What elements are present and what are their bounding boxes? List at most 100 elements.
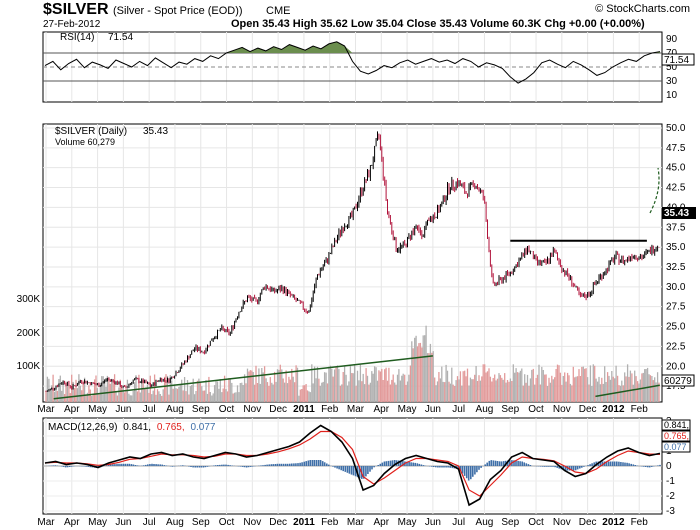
macd-tick-label: 0 — [666, 461, 672, 472]
rsi-axis: 9070503010 — [666, 34, 678, 101]
month-label: Dec — [269, 517, 287, 528]
macd-month-axis: Mar Apr May Jun Jul Aug Sep Oct Nov Dec 2011 Feb Mar… — [37, 517, 648, 528]
macd-legend-signal: 0.765, — [157, 422, 185, 433]
price-grid — [43, 124, 662, 402]
price-tick-label: 50.0 — [666, 123, 686, 134]
month-label: May — [398, 404, 417, 415]
price-tick-label: 22.5 — [666, 341, 686, 352]
rsi-value-label: 71.54 — [664, 55, 689, 66]
month-label: Apr — [64, 517, 80, 528]
rsi-tick-label: 30 — [666, 76, 678, 87]
trendlines — [53, 239, 660, 400]
price-value-box — [662, 207, 696, 219]
macd-signal-line — [44, 430, 661, 497]
macd-line — [44, 424, 661, 507]
chart-symbol: $SILVER — [43, 1, 109, 18]
trendline-lower-trend-1 — [53, 355, 433, 400]
rsi-panel: 9070503010 RSI(14) 71.54 71.54 — [42, 31, 695, 103]
macd-value-box — [661, 419, 691, 431]
signal-value-box — [661, 430, 691, 442]
month-label: Apr — [374, 517, 390, 528]
trendline-lower-trend-2 — [595, 384, 660, 398]
rsi-value-box — [661, 53, 695, 66]
macd-legend-macd: 0.841, — [123, 422, 151, 433]
month-label: Aug — [166, 517, 184, 528]
macd-tick-label: -3 — [666, 506, 675, 517]
volume-value-label: 60279 — [664, 376, 692, 387]
month-label: Nov — [243, 404, 261, 415]
rsi-tick-label: 90 — [666, 34, 678, 45]
signal-value-label: 0.765, — [664, 431, 689, 441]
price-tick-label: 42.5 — [666, 183, 686, 194]
month-label: Mar — [347, 404, 365, 415]
macd-tick-label: -2 — [666, 491, 675, 502]
price-tick-label: 17.5 — [666, 381, 686, 392]
month-label: May — [88, 517, 107, 528]
volume-axis: 300K 200K 100K — [17, 294, 41, 372]
month-label: Oct — [528, 404, 544, 415]
price-legend-value: 35.43 — [143, 126, 168, 137]
macd-legend: MACD(12,26,9) 0.841, 0.765, 0.077 — [48, 422, 216, 433]
price-tick-label: 20.0 — [666, 361, 686, 372]
month-label: Oct — [528, 517, 544, 528]
month-label: Mar — [37, 404, 55, 415]
month-label: Dec — [579, 404, 597, 415]
rsi-legend: RSI(14) — [60, 32, 94, 43]
volume-value-box — [661, 374, 695, 387]
watermark: © StockCharts.com — [595, 3, 690, 15]
volume-tick-label: 100K — [17, 361, 41, 372]
month-label: 2011 — [293, 404, 315, 415]
month-label: Sep — [192, 404, 210, 415]
month-label: Nov — [553, 404, 571, 415]
month-label: Feb — [321, 404, 339, 415]
month-label: Mar — [347, 517, 365, 528]
month-label: Feb — [321, 517, 339, 528]
month-label: May — [398, 517, 417, 528]
price-tick-label: 32.5 — [666, 262, 686, 273]
price-value-label: 35.43 — [664, 208, 689, 219]
month-label: Jul — [143, 404, 156, 415]
month-label: Aug — [476, 404, 494, 415]
rsi-legend-value: 71.54 — [108, 32, 133, 43]
volume-tick-label: 300K — [17, 294, 41, 305]
price-tick-label: 27.5 — [666, 302, 686, 313]
month-label: Aug — [166, 404, 184, 415]
volume-tick-label: 200K — [17, 328, 41, 339]
price-tick-label: 30.0 — [666, 282, 686, 293]
price-legend: $SILVER (Daily) — [55, 126, 127, 137]
price-tick-label: 37.5 — [666, 222, 686, 233]
price-tick-label: 47.5 — [666, 143, 686, 154]
price-candles — [45, 131, 660, 392]
month-label: Jun — [425, 404, 441, 415]
month-label: Jun — [115, 517, 131, 528]
macd-legend-hist: 0.077 — [190, 422, 215, 433]
month-label: Nov — [243, 517, 261, 528]
month-label: Feb — [631, 517, 649, 528]
macd-panel: 3210-1-2-3 MACD(12,26,9) 0.841, 0.765, 0… — [42, 416, 691, 517]
hist-value-label: 0.077 — [664, 442, 687, 452]
month-label: Dec — [269, 404, 287, 415]
rsi-line — [44, 41, 661, 84]
month-label: Oct — [219, 404, 235, 415]
hist-value-box — [661, 441, 691, 453]
projection-arrow — [649, 167, 660, 214]
month-label: 2012 — [602, 517, 625, 528]
price-tick-label: 45.0 — [666, 163, 686, 174]
month-label: Apr — [64, 404, 80, 415]
month-label: Apr — [374, 404, 390, 415]
month-label: Jul — [452, 517, 465, 528]
macd-value-label: 0.841, — [664, 420, 689, 430]
month-label: Jun — [425, 517, 441, 528]
chart-exchange: CME — [266, 5, 290, 17]
macd-legend-prefix: MACD(12,26,9) — [48, 422, 117, 433]
month-label: Nov — [553, 517, 571, 528]
price-axis: 50.047.545.042.540.037.535.032.530.027.5… — [666, 123, 686, 392]
month-label: May — [88, 404, 107, 415]
month-label: 2011 — [293, 517, 315, 528]
month-label: Aug — [476, 517, 494, 528]
price-month-axis: Mar Apr May Jun Jul Aug Sep Oct Nov Dec 2011 Feb Mar… — [37, 404, 648, 415]
chart-date: 27-Feb-2012 — [43, 19, 101, 30]
month-label: Dec — [579, 517, 597, 528]
month-label: Mar — [37, 517, 55, 528]
